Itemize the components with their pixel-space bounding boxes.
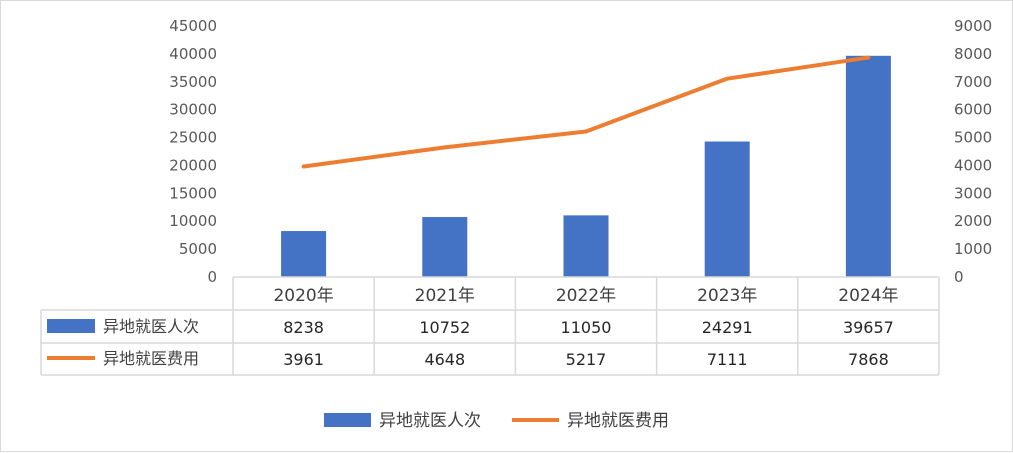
table-cell-value: 24291 [702, 318, 753, 337]
table-cell-value: 10752 [419, 318, 470, 337]
category-label: 2022年 [556, 286, 616, 306]
table-cell-value: 4648 [424, 350, 465, 369]
category-label: 2024年 [838, 286, 898, 306]
right-axis-tick: 3000 [954, 184, 992, 202]
legend-label: 异地就医人次 [379, 411, 481, 431]
right-axis-tick: 7000 [954, 73, 992, 91]
left-axis-tick: 25000 [169, 129, 217, 147]
right-axis-tick: 2000 [954, 212, 992, 230]
left-axis-tick: 5000 [179, 240, 217, 258]
table-series-label: 异地就医费用 [103, 349, 199, 368]
table-cell-value: 5217 [566, 350, 607, 369]
right-axis-tick: 5000 [954, 129, 992, 147]
legend-bar-key [324, 413, 371, 427]
left-axis-tick: 40000 [169, 45, 217, 63]
category-label: 2020年 [273, 286, 333, 306]
category-label: 2021年 [415, 286, 475, 306]
table-bar-key [47, 319, 95, 333]
right-axis-tick: 6000 [954, 101, 992, 119]
category-label: 2023年 [697, 286, 757, 306]
right-axis-tick: 1000 [954, 240, 992, 258]
line-series [301, 55, 871, 169]
table-cell-value: 7868 [848, 350, 889, 369]
table-series-label: 异地就医人次 [103, 317, 199, 336]
table-cell-value: 39657 [843, 318, 894, 337]
bar [845, 55, 891, 278]
left-axis-tick: 30000 [169, 101, 217, 119]
right-axis-tick: 9000 [954, 17, 992, 35]
table-cell-value: 8238 [283, 318, 324, 337]
legend-label: 异地就医费用 [567, 411, 669, 431]
right-axis-tick: 0 [954, 268, 964, 286]
bar [704, 141, 750, 277]
left-axis-tick: 15000 [169, 184, 217, 202]
right-axis-tick: 4000 [954, 156, 992, 174]
bar [281, 231, 327, 277]
bar [563, 215, 609, 277]
left-axis-tick: 20000 [169, 156, 217, 174]
right-axis-tick: 8000 [954, 45, 992, 63]
left-axis-tick: 10000 [169, 212, 217, 230]
left-axis-tick: 45000 [169, 17, 217, 35]
table-cell-value: 3961 [283, 350, 324, 369]
bar [422, 217, 468, 277]
left-axis-tick: 0 [207, 268, 217, 286]
table-cell-value: 11050 [561, 318, 612, 337]
table-cell-value: 7111 [707, 350, 748, 369]
left-axis-tick: 35000 [169, 73, 217, 91]
